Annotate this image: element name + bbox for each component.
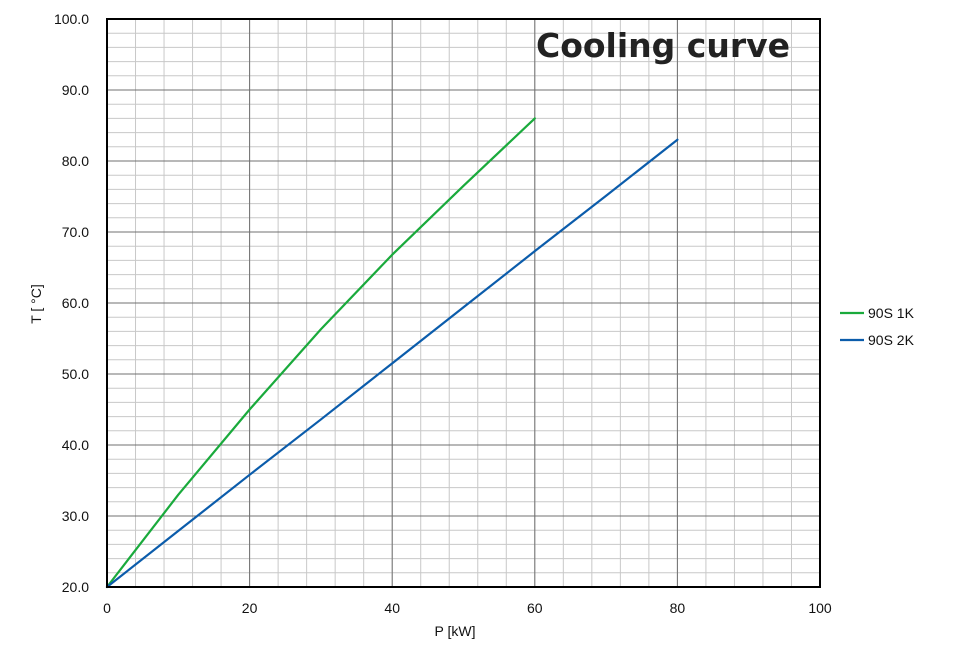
y-tick-label: 50.0	[62, 366, 89, 382]
x-tick-label: 20	[242, 600, 258, 616]
legend-label-1: 90S 1K	[868, 305, 915, 321]
x-tick-label: 80	[670, 600, 686, 616]
chart-title: Cooling curve	[536, 26, 790, 65]
series-line-1	[105, 117, 536, 589]
series-lines	[105, 117, 679, 589]
y-tick-label: 40.0	[62, 437, 89, 453]
y-tick-label: 30.0	[62, 508, 89, 524]
plot-frame	[106, 18, 821, 588]
y-axis-ticks: 20.0 30.0 40.0 50.0 60.0 70.0 80.0 90.0 100.0	[54, 11, 89, 595]
y-tick-label: 60.0	[62, 295, 89, 311]
x-axis-title: P [kW]	[435, 623, 476, 639]
y-tick-label: 80.0	[62, 153, 89, 169]
legend: 90S 1K 90S 2K	[840, 305, 915, 348]
y-axis-title: T [ °C]	[28, 284, 44, 324]
x-tick-label: 60	[527, 600, 543, 616]
legend-label-2: 90S 2K	[868, 332, 915, 348]
x-tick-label: 0	[103, 600, 111, 616]
y-tick-label: 100.0	[54, 11, 89, 27]
y-tick-label: 70.0	[62, 224, 89, 240]
x-tick-label: 100	[808, 600, 832, 616]
y-tick-label: 90.0	[62, 82, 89, 98]
x-tick-label: 40	[384, 600, 400, 616]
x-axis-ticks: 0 20 40 60 80 100	[103, 600, 832, 616]
y-tick-label: 20.0	[62, 579, 89, 595]
series-line-2	[105, 138, 679, 589]
